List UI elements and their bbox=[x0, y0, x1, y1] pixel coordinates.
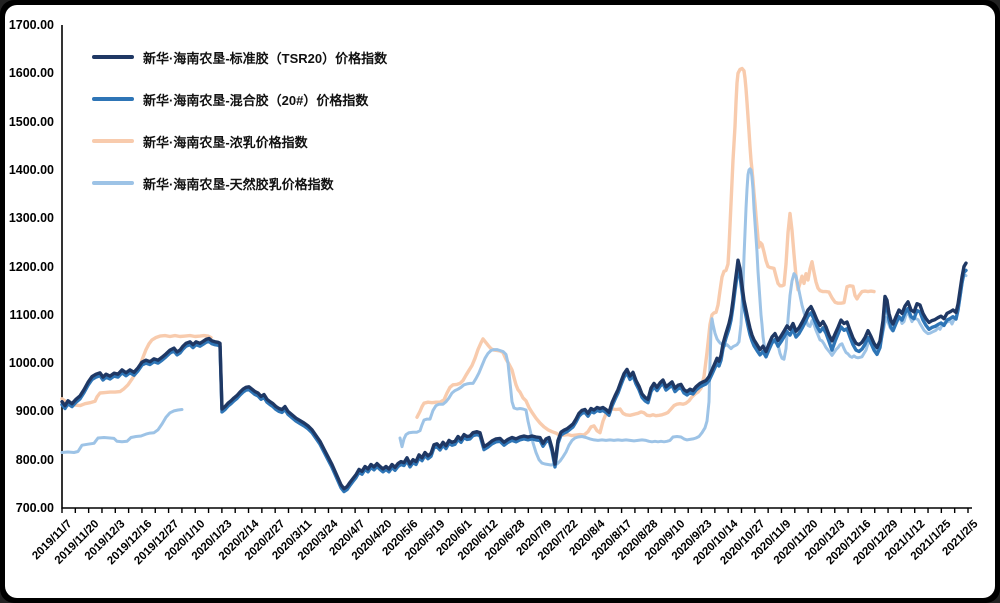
series-line-nongru bbox=[415, 66, 876, 438]
legend-line-swatch bbox=[92, 180, 134, 186]
legend-label: 新华·海南农垦-浓乳价格指数 bbox=[143, 134, 308, 150]
series-line-tianranjiaoru bbox=[398, 167, 968, 467]
legend-label: 新华·海南农垦-天然胶乳价格指数 bbox=[143, 176, 334, 192]
legend-label: 新华·海南农垦-混合胶（20#）价格指数 bbox=[143, 92, 369, 108]
y-tick-label: 1600.00 bbox=[8, 66, 54, 81]
legend-line-swatch bbox=[92, 96, 134, 102]
y-tick-label: 1300.00 bbox=[8, 211, 54, 226]
y-tick-label: 700.00 bbox=[15, 501, 54, 515]
y-tick-label: 1400.00 bbox=[8, 162, 54, 177]
y-tick-label: 1200.00 bbox=[8, 259, 54, 274]
legend-item: 新华·海南农垦-标准胶（TSR20）价格指数 bbox=[92, 36, 387, 78]
legend-line-swatch bbox=[92, 54, 134, 60]
y-tick-label: 800.00 bbox=[15, 452, 54, 467]
y-tick-label: 1500.00 bbox=[8, 114, 54, 129]
series-line-tsr20 bbox=[60, 258, 968, 491]
legend-item: 新华·海南农垦-浓乳价格指数 bbox=[92, 120, 387, 162]
series-line-tianranjiaoru bbox=[60, 408, 184, 454]
legend-line-swatch bbox=[92, 138, 134, 144]
chart-legend: 新华·海南农垦-标准胶（TSR20）价格指数 新华·海南农垦-混合胶（20#）价格… bbox=[92, 36, 387, 204]
y-tick-label: 1100.00 bbox=[9, 307, 55, 322]
y-tick-label: 1000.00 bbox=[8, 356, 54, 371]
y-tick-label: 900.00 bbox=[15, 404, 54, 419]
legend-label: 新华·海南农垦-标准胶（TSR20）价格指数 bbox=[143, 50, 388, 66]
legend-item: 新华·海南农垦-天然胶乳价格指数 bbox=[92, 162, 387, 204]
y-tick-label: 1700.00 bbox=[8, 18, 54, 32]
legend-item: 新华·海南农垦-混合胶（20#）价格指数 bbox=[92, 78, 387, 120]
chart-panel bbox=[5, 5, 995, 598]
